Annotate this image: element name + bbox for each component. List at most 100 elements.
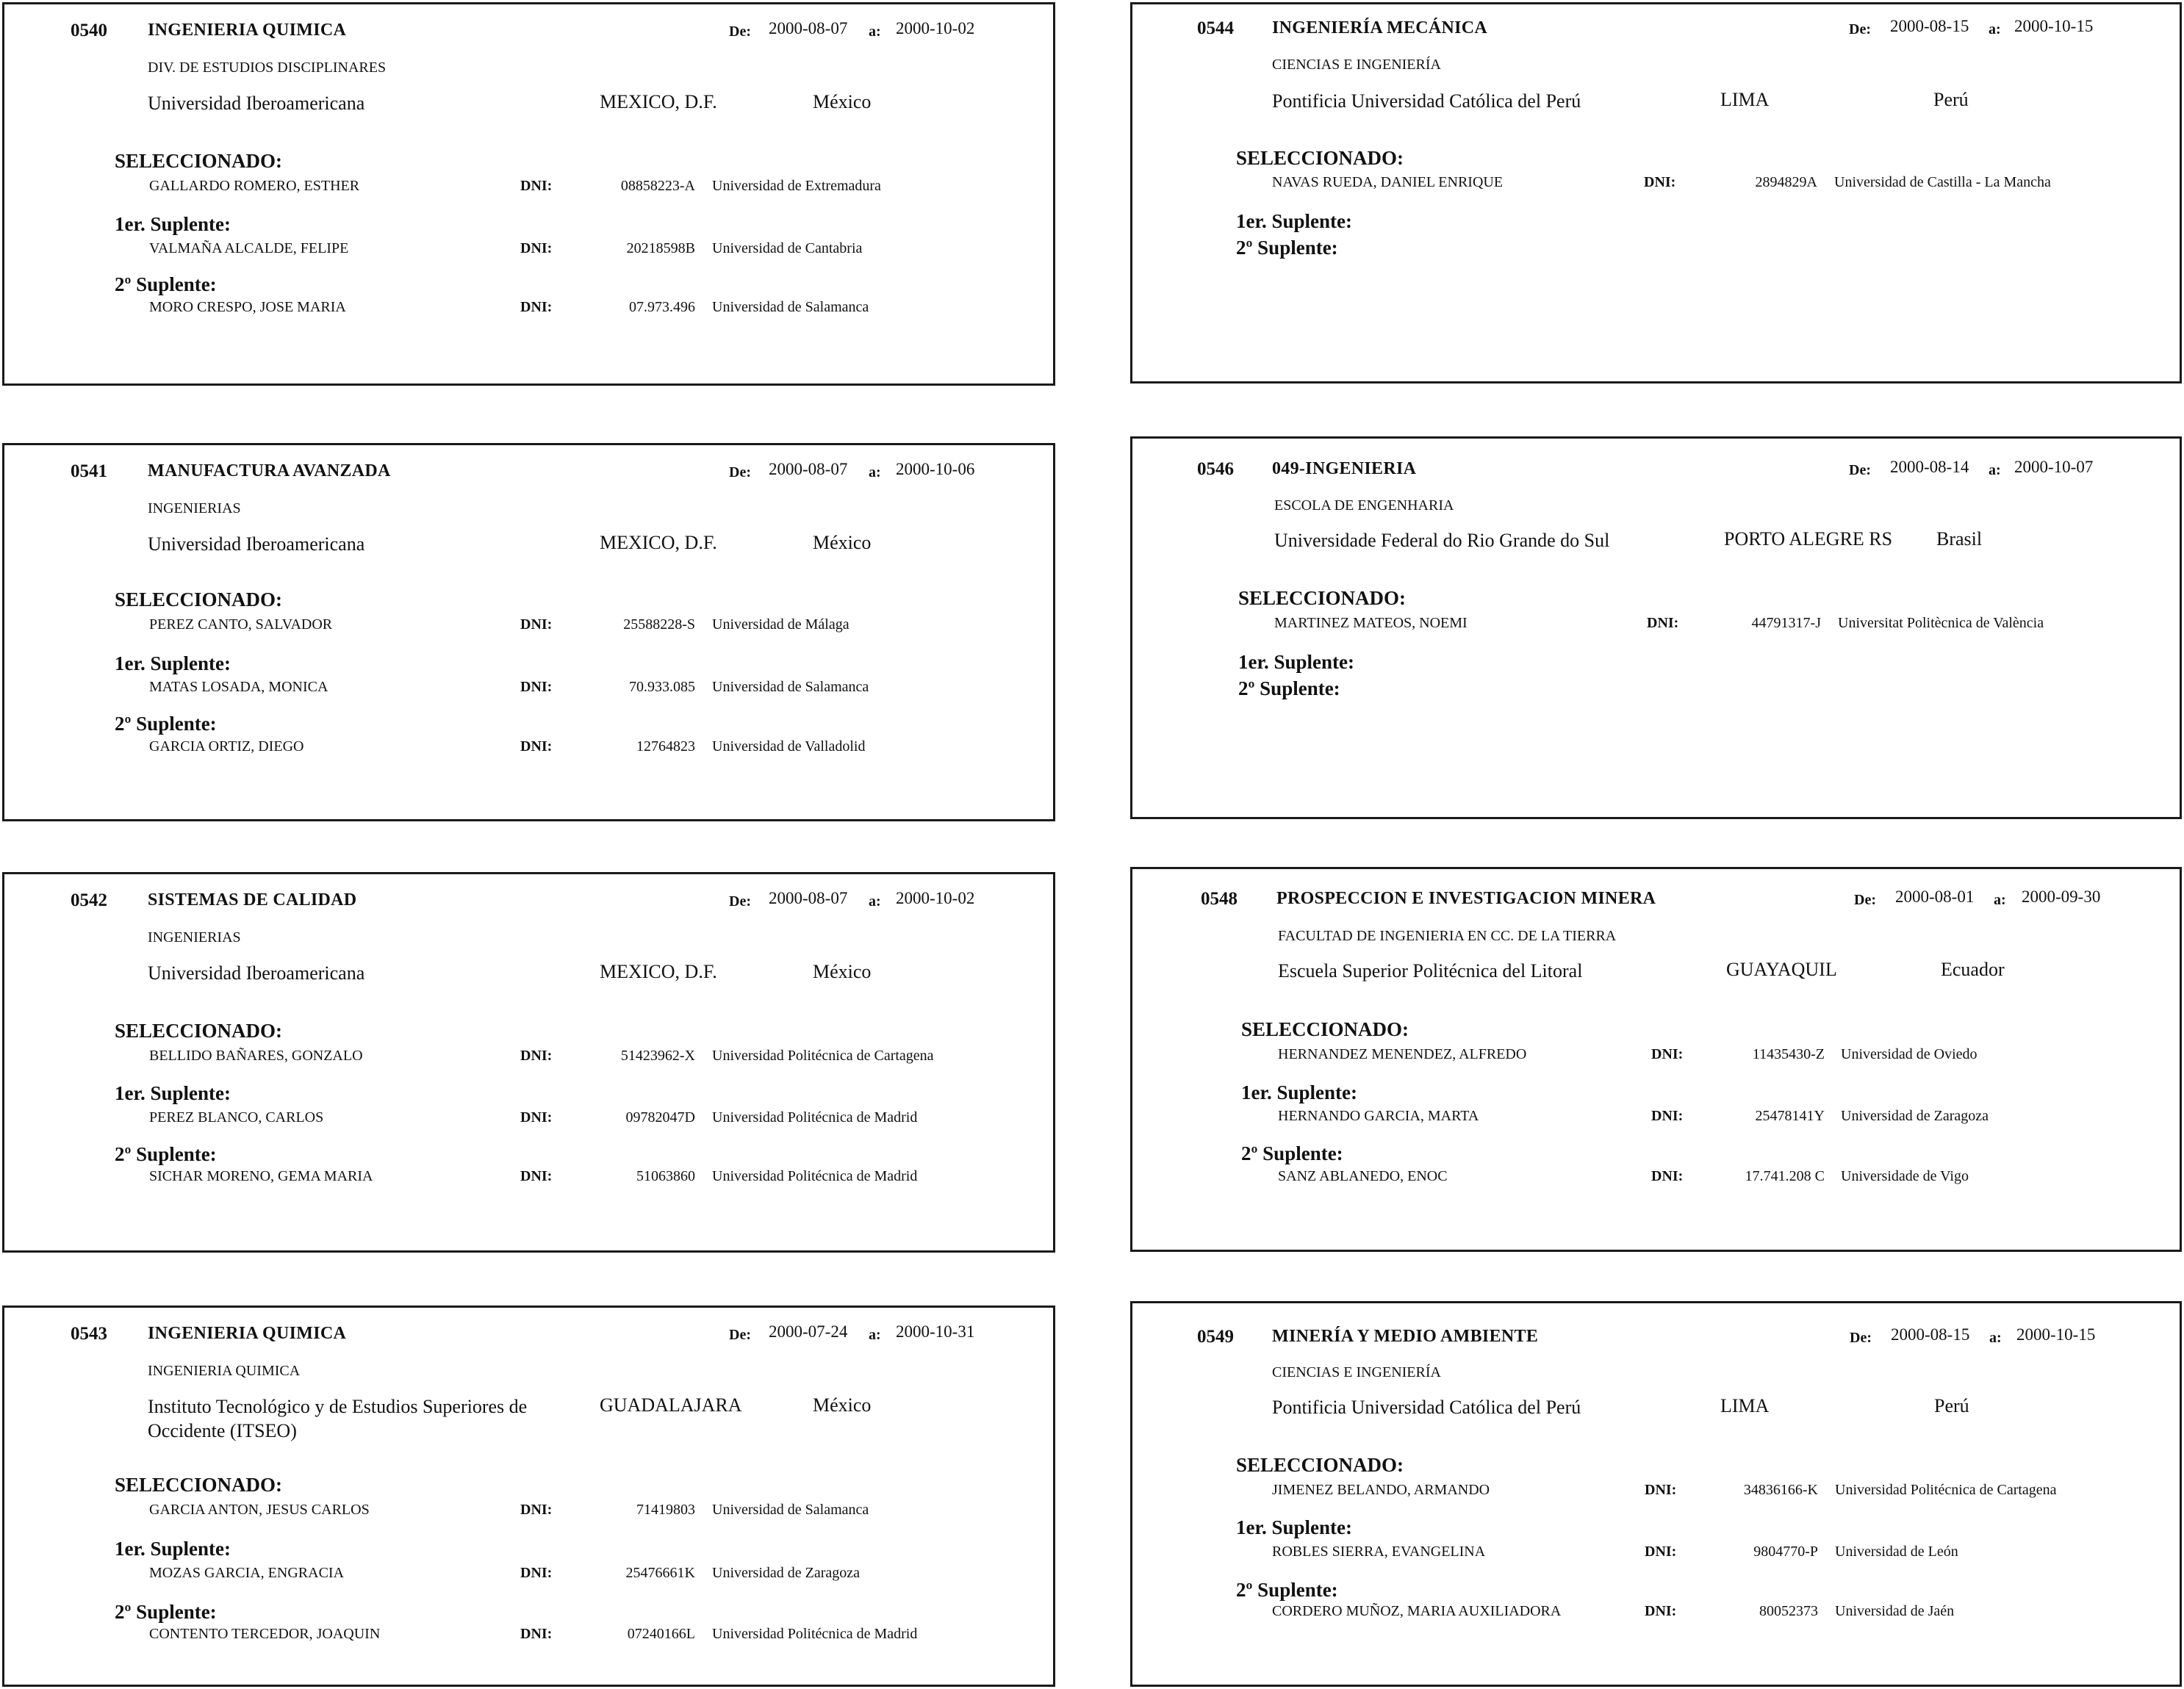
selected-heading: SELECCIONADO: (1241, 1018, 1409, 1040)
city: MEXICO, D.F. (600, 91, 717, 112)
second-substitute-heading: 2º Suplente: (1236, 237, 1338, 259)
second-substitute-name: SANZ ABLANEDO, ENOC (1278, 1168, 1448, 1184)
first-substitute-dni: 20218598B (626, 240, 695, 256)
dni-label: DNI: (520, 240, 553, 256)
record-code: 0542 (71, 890, 107, 910)
second-substitute-dni: 17.741.208 C (1745, 1168, 1825, 1184)
dni-label: DNI: (1651, 1168, 1684, 1184)
dni-label: DNI: (520, 1048, 553, 1064)
dni-label: DNI: (1647, 615, 1679, 631)
record-title: PROSPECCION E INVESTIGACION MINERA (1276, 889, 1656, 908)
city: LIMA (1720, 1395, 1770, 1416)
second-substitute-heading: 2º Suplente: (1238, 677, 1340, 699)
dni-label: DNI: (520, 1109, 553, 1126)
selected-university: Universidad de Oviedo (1841, 1046, 1978, 1062)
first-substitute-name: PEREZ BLANCO, CARLOS (149, 1109, 324, 1126)
second-substitute-name: MORO CRESPO, JOSE MARIA (149, 299, 346, 315)
record-title: INGENIERIA QUIMICA (148, 21, 347, 40)
second-substitute-heading: 2º Suplente: (1241, 1142, 1343, 1164)
city: GUAYAQUIL (1726, 959, 1837, 980)
first-substitute-dni: 09782047D (625, 1109, 695, 1126)
city: PORTO ALEGRE RS (1724, 528, 1893, 550)
department: CIENCIAS E INGENIERÍA (1272, 57, 1441, 73)
to-date: 2000-09-30 (2022, 887, 2101, 906)
record-card-0549: 0549 MINERÍA Y MEDIO AMBIENTE De: 2000-0… (1130, 1301, 2182, 1687)
from-label: De: (729, 1327, 751, 1343)
second-substitute-heading: 2º Suplente: (115, 713, 217, 735)
first-substitute-name: HERNANDO GARCIA, MARTA (1278, 1108, 1479, 1124)
record-card-0542: 0542 SISTEMAS DE CALIDAD De: 2000-08-07 … (2, 872, 1055, 1253)
dni-label: DNI: (520, 1502, 553, 1518)
country: Perú (1934, 1395, 1969, 1416)
dni-label: DNI: (520, 299, 553, 315)
record-title: MINERÍA Y MEDIO AMBIENTE (1272, 1327, 1539, 1346)
selected-heading: SELECCIONADO: (115, 588, 283, 611)
city: MEXICO, D.F. (600, 961, 717, 982)
from-label: De: (729, 893, 751, 910)
city: GUADALAJARA (600, 1394, 742, 1416)
from-label: De: (1849, 462, 1871, 478)
to-label: a: (1989, 462, 2001, 478)
second-substitute-heading: 2º Suplente: (1236, 1579, 1338, 1601)
to-label: a: (869, 24, 881, 40)
institution: Universidade Federal do Rio Grande do Su… (1274, 530, 1610, 551)
institution: Instituto Tecnológico y de Estudios Supe… (148, 1396, 528, 1417)
record-card-0541: 0541 MANUFACTURA AVANZADA De: 2000-08-07… (2, 443, 1055, 821)
first-substitute-dni: 9804770-P (1753, 1544, 1818, 1560)
from-label: De: (729, 464, 751, 480)
second-substitute-university: Universidad de Jaén (1835, 1603, 1955, 1619)
selected-dni: 51423962-X (620, 1048, 695, 1064)
country: Perú (1933, 89, 1969, 110)
dni-label: DNI: (1645, 1544, 1677, 1560)
selected-university: Universidad Politécnica de Cartagena (1835, 1482, 2057, 1498)
second-substitute-dni: 07.973.496 (629, 299, 695, 315)
institution: Pontificia Universidad Católica del Perú (1272, 90, 1581, 112)
dni-label: DNI: (520, 178, 553, 194)
first-substitute-heading: 1er. Suplente: (1238, 651, 1355, 673)
institution-line-2: Occidente (ITSEO) (148, 1420, 297, 1441)
record-title: INGENIERIA QUIMICA (148, 1324, 347, 1343)
to-label: a: (1989, 21, 2001, 37)
dni-label: DNI: (520, 1168, 553, 1184)
first-substitute-name: ROBLES SIERRA, EVANGELINA (1272, 1544, 1486, 1560)
record-title: SISTEMAS DE CALIDAD (148, 890, 357, 910)
selected-name: BELLIDO BAÑARES, GONZALO (149, 1048, 363, 1064)
record-code: 0546 (1197, 459, 1234, 479)
dni-label: DNI: (520, 1626, 553, 1642)
to-label: a: (869, 464, 881, 480)
record-code: 0549 (1197, 1327, 1234, 1347)
department: CIENCIAS E INGENIERÍA (1272, 1364, 1441, 1380)
from-date: 2000-08-15 (1890, 17, 1969, 35)
first-substitute-name: VALMAÑA ALCALDE, FELIPE (149, 240, 349, 256)
second-substitute-name: GARCIA ORTIZ, DIEGO (149, 738, 304, 755)
second-substitute-heading: 2º Suplente: (115, 1143, 217, 1165)
from-date: 2000-08-07 (769, 460, 848, 478)
selected-university: Universidad Politécnica de Cartagena (712, 1048, 934, 1064)
record-code: 0544 (1197, 18, 1234, 38)
first-substitute-heading: 1er. Suplente: (115, 652, 231, 674)
city: LIMA (1720, 89, 1770, 110)
selected-name: JIMENEZ BELANDO, ARMANDO (1272, 1482, 1490, 1498)
institution: Universidad Iberoamericana (148, 962, 365, 984)
from-date: 2000-08-14 (1890, 458, 1969, 476)
record-title: 049-INGENIERIA (1272, 459, 1417, 478)
second-substitute-university: Universidad de Valladolid (712, 738, 866, 755)
country: México (813, 91, 872, 112)
first-substitute-university: Universidad de Salamanca (712, 679, 869, 695)
second-substitute-dni: 80052373 (1759, 1603, 1818, 1619)
country: México (813, 961, 872, 982)
selected-name: NAVAS RUEDA, DANIEL ENRIQUE (1272, 174, 1504, 190)
country: México (813, 1394, 872, 1416)
first-substitute-university: Universidad Politécnica de Madrid (712, 1109, 918, 1126)
to-label: a: (869, 893, 881, 910)
country: México (813, 532, 872, 553)
second-substitute-university: Universidad Politécnica de Madrid (712, 1626, 918, 1642)
selected-university: Universitat Politècnica de València (1838, 615, 2044, 631)
selected-name: GARCIA ANTON, JESUS CARLOS (149, 1502, 370, 1518)
first-substitute-name: MATAS LOSADA, MONICA (149, 679, 328, 695)
dni-label: DNI: (520, 679, 553, 695)
selected-heading: SELECCIONADO: (1236, 147, 1404, 169)
dni-label: DNI: (520, 1565, 553, 1581)
first-substitute-heading: 1er. Suplente: (1241, 1081, 1358, 1103)
dni-label: DNI: (520, 616, 553, 633)
